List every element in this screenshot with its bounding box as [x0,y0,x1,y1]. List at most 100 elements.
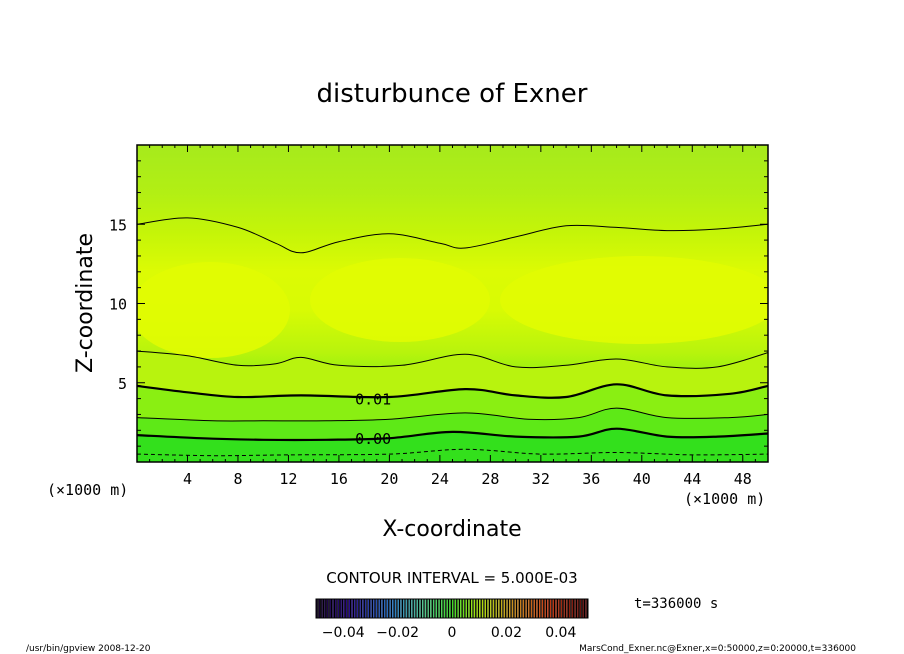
colorbar-gap [322,599,325,618]
colorbar-tick-label: −0.04 [322,625,365,641]
colorbar-stripe [522,599,525,618]
x-tick-label: 48 [734,470,752,488]
colorbar-stripe [454,599,457,618]
colorbar-stripe [413,599,416,618]
colorbar-stripe [443,599,446,618]
colorbar-gap [559,599,561,618]
colorbar-tick-label: −0.02 [376,625,419,641]
x-tick-label: 36 [582,470,600,488]
colorbar-stripe [465,599,467,618]
colorbar-stripe [405,599,408,618]
colorbar-gap [480,599,482,618]
colorbar-gap [543,599,545,618]
colorbar-gap [529,599,531,618]
y-tick-label: 10 [109,296,127,314]
colorbar-stripe [500,599,503,618]
colorbar-stripe [384,599,386,618]
colorbar-gap [385,599,387,618]
footer-right: MarsCond_Exner.nc@Exner,x=0:50000,z=0:20… [579,644,856,654]
colorbar-stripe [386,599,389,618]
colorbar-gap [586,599,588,618]
x-tick-label: 28 [481,470,499,488]
colorbar-gap [502,599,504,618]
colorbar-gap [578,599,580,618]
colorbar-stripe [348,599,350,618]
colorbar-stripe [558,599,560,618]
colorbar-stripe [427,599,429,618]
colorbar-gap [496,599,499,618]
colorbar-gap [390,599,393,618]
x-axis-label: X-coordinate [382,517,521,542]
colorbar-tick-label: 0 [448,625,457,641]
contour-labels: 0.01 0.00 [355,391,391,449]
colorbar-stripe [389,599,391,618]
colorbar-stripe [400,599,402,618]
colorbar-gap [513,599,515,618]
colorbar-gap [456,599,458,618]
x-unit-note-right: (×1000 m) [684,490,765,508]
colorbar-gap [477,599,480,618]
colorbar-gap [521,599,523,618]
colorbar-stripe [530,599,533,618]
colorbar-stripe [536,599,538,618]
colorbar-gap [404,599,406,618]
colorbar-gap [330,599,333,618]
colorbar-gap [347,599,349,618]
colorbar-gap [458,599,461,618]
colorbar-stripe [509,599,511,618]
contour-0.005 [137,407,768,422]
colorbar-stripe [370,599,372,618]
colorbar-gap [379,599,382,618]
contour-fill-blob-right [500,256,768,344]
colorbar-stripe [318,599,321,618]
y-axis-label: Z-coordinate [73,233,98,373]
colorbar-stripe [468,599,470,618]
x-tick-label: 16 [330,470,348,488]
colorbar-stripe [356,599,359,618]
colorbar-gap [363,599,365,618]
colorbar-gap [488,599,491,618]
colorbar-gap [453,599,455,618]
colorbar-ticks: −0.04 −0.02 0 0.02 0.04 [322,625,577,641]
time-label: t=336000 s [634,596,718,612]
colorbar-gap [534,599,537,618]
colorbar-stripe [367,599,370,618]
colorbar-frame [315,598,589,619]
colorbar-gap [358,599,360,618]
colorbar-gap [486,599,488,618]
colorbar-gap [551,599,553,618]
y-tick-label: 15 [109,216,127,234]
colorbar-stripe [495,599,497,618]
colorbar-stripe [449,599,451,618]
contour-interval-label: CONTOUR INTERVAL = 5.000E-03 [326,569,577,587]
colorbar-stripe [514,599,516,618]
colorbar-gap [328,599,330,618]
colorbar-gap [382,599,384,618]
colorbar-gap [377,599,379,618]
colorbar-gap [540,599,542,618]
colorbar-gap [366,599,368,618]
contour-fill-blob-left [137,262,290,358]
colorbar-stripe [541,599,544,618]
colorbar-stripe [435,599,438,618]
colorbar-gap [412,599,414,618]
colorbar-gap [420,599,423,618]
colorbar-gap [494,599,496,618]
colorbar-gap [573,599,575,618]
colorbar-stripe [392,599,394,618]
colorbar-tick-label: 0.04 [545,625,576,641]
colorbar-stripe [416,599,418,618]
colorbar-stripe [457,599,459,618]
colorbar-stripe [471,599,473,618]
colorbar-gap [317,599,319,618]
colorbar-gap [505,599,507,618]
colorbar-stripe [539,599,541,618]
colorbar-stripe [324,599,326,618]
colorbar-gap [407,599,409,618]
x-tick-label: 32 [532,470,550,488]
colorbar-gap [570,599,572,618]
x-tick-label: 20 [380,470,398,488]
colorbar-stripe [506,599,508,618]
colorbar-stripe [419,599,421,618]
colorbar-gap [333,599,336,618]
